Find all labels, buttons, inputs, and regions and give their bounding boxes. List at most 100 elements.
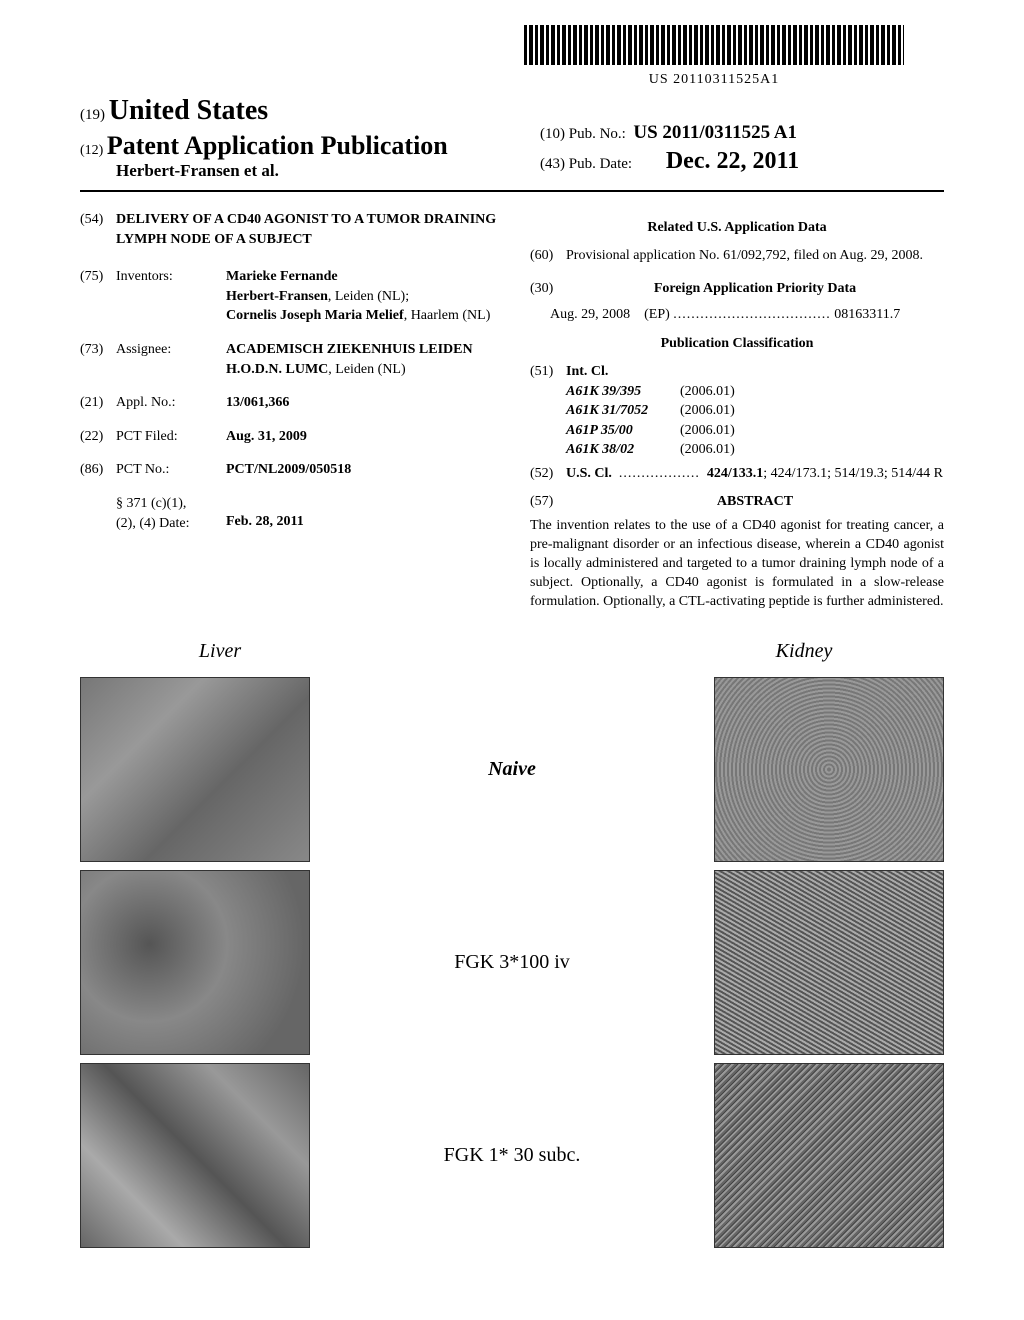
intcl-date: (2006.01)	[680, 440, 735, 460]
foreign-heading: Foreign Application Priority Data	[566, 279, 944, 299]
intcl-row: A61P 35/00(2006.01)	[530, 421, 944, 441]
provisional-text: Provisional application No. 61/092,792, …	[566, 246, 944, 266]
inventor-3-loc: , Haarlem (NL)	[404, 308, 491, 323]
intcl-row: A61K 38/02(2006.01)	[530, 440, 944, 460]
col-header-kidney: Kidney	[664, 640, 944, 663]
s371-label-1: § 371 (c)(1),	[116, 496, 186, 511]
s371-label: § 371 (c)(1), (2), (4) Date:	[116, 494, 226, 533]
row-label-fgk1: FGK 1* 30 subc.	[310, 1144, 714, 1167]
pct-no-num: (86)	[80, 460, 116, 480]
s371-blank	[80, 494, 116, 533]
pub-no-prefix: (10)	[540, 126, 565, 142]
barcode-graphic	[524, 25, 904, 65]
header-divider	[80, 190, 944, 192]
intcl-header-row: (51) Int. Cl.	[530, 362, 944, 382]
inventor-2: Herbert-Fransen	[226, 289, 328, 304]
uscl-num: (52)	[530, 464, 566, 484]
pct-no-value: PCT/NL2009/050518	[226, 460, 500, 480]
foreign-data-row: Aug. 29, 2008 (EP) .....................…	[550, 305, 944, 325]
pub-no-line: (10) Pub. No.: US 2011/0311525 A1	[540, 122, 944, 144]
uscl-dots: ..................	[619, 466, 700, 481]
pct-filed-row: (22) PCT Filed: Aug. 31, 2009	[80, 427, 500, 447]
appl-value: 13/061,366	[226, 393, 500, 413]
assignee-num: (73)	[80, 340, 116, 379]
country-prefix: (19)	[80, 107, 105, 123]
intcl-date: (2006.01)	[680, 421, 735, 441]
inventors-num: (75)	[80, 267, 116, 326]
inventor-2-loc: , Leiden (NL);	[328, 289, 409, 304]
assignee-loc: , Leiden (NL)	[328, 362, 405, 377]
foreign-heading-row: (30) Foreign Application Priority Data	[530, 279, 944, 299]
abstract-heading-row: (57) ABSTRACT	[530, 492, 944, 512]
intcl-label: Int. Cl.	[566, 362, 608, 382]
foreign-num: (30)	[530, 279, 566, 299]
assignee-label: Assignee:	[116, 340, 226, 379]
title-num: (54)	[80, 210, 116, 249]
uscl-label: U.S. Cl.	[566, 466, 612, 481]
pub-date-line: (43) Pub. Date: Dec. 22, 2011	[540, 148, 944, 175]
figure-row-naive: Naive	[80, 677, 944, 862]
left-column: (54) DELIVERY OF A CD40 AGONIST TO A TUM…	[80, 210, 500, 547]
pub-type: Patent Application Publication	[107, 131, 448, 160]
inventor-3: Cornelis Joseph Maria Melief	[226, 308, 404, 323]
pub-date-label: Pub. Date:	[569, 156, 632, 172]
uscl-bold: 424/133.1	[707, 466, 763, 481]
related-heading: Related U.S. Application Data	[530, 218, 944, 238]
tissue-image-kidney-fgk3	[714, 870, 944, 1055]
intcl-code: A61K 38/02	[530, 440, 680, 460]
foreign-dots: ...................................	[673, 305, 831, 325]
pct-filed-value: Aug. 31, 2009	[226, 427, 500, 447]
uscl-row: (52) U.S. Cl. .................. 424/133…	[530, 464, 944, 484]
tissue-image-kidney-fgk1	[714, 1063, 944, 1248]
pct-no-label: PCT No.:	[116, 460, 226, 480]
foreign-country: (EP)	[644, 305, 670, 325]
figure-column-headers: Liver Kidney	[80, 640, 944, 663]
right-column: Related U.S. Application Data (60) Provi…	[530, 210, 944, 612]
intcl-row: A61K 39/395(2006.01)	[530, 382, 944, 402]
pubclass-heading: Publication Classification	[530, 334, 944, 354]
intcl-date: (2006.01)	[680, 401, 735, 421]
row-label-naive: Naive	[310, 758, 714, 781]
intcl-code: A61P 35/00	[530, 421, 680, 441]
barcode-number: US 20110311525A1	[524, 72, 904, 88]
intcl-row: A61K 31/7052(2006.01)	[530, 401, 944, 421]
assignee-row: (73) Assignee: ACADEMISCH ZIEKENHUIS LEI…	[80, 340, 500, 379]
pub-date-prefix: (43)	[540, 156, 565, 172]
abstract-text: The invention relates to the use of a CD…	[530, 517, 944, 611]
pub-type-prefix: (12)	[80, 143, 103, 158]
inventor-1: Marieke Fernande	[226, 269, 338, 284]
uscl-rest: ; 424/173.1; 514/19.3; 514/44 R	[763, 466, 943, 481]
appl-num: (21)	[80, 393, 116, 413]
row-label-fgk3: FGK 3*100 iv	[310, 951, 714, 974]
foreign-app: 08163311.7	[834, 305, 900, 325]
intcl-list: A61K 39/395(2006.01)A61K 31/7052(2006.01…	[530, 382, 944, 460]
right-header: (10) Pub. No.: US 2011/0311525 A1 (43) P…	[540, 122, 944, 175]
appl-label: Appl. No.:	[116, 393, 226, 413]
tissue-image-kidney-naive	[714, 677, 944, 862]
inventors-label: Inventors:	[116, 267, 226, 326]
appl-row: (21) Appl. No.: 13/061,366	[80, 393, 500, 413]
pub-date-value: Dec. 22, 2011	[666, 148, 799, 174]
figure-row-fgk3: FGK 3*100 iv	[80, 870, 944, 1055]
s371-row: § 371 (c)(1), (2), (4) Date: Feb. 28, 20…	[80, 494, 500, 533]
uscl-content: U.S. Cl. .................. 424/133.1; 4…	[566, 464, 943, 484]
figure-row-fgk1: FGK 1* 30 subc.	[80, 1063, 944, 1248]
foreign-date: Aug. 29, 2008	[550, 305, 630, 325]
barcode-block: US 20110311525A1	[524, 25, 904, 88]
inventors-value: Marieke Fernande Herbert-Fransen, Leiden…	[226, 267, 500, 326]
tissue-image-liver-fgk1	[80, 1063, 310, 1248]
intcl-code: A61K 31/7052	[530, 401, 680, 421]
tissue-image-liver-fgk3	[80, 870, 310, 1055]
s371-value: Feb. 28, 2011	[226, 494, 500, 533]
provisional-row: (60) Provisional application No. 61/092,…	[530, 246, 944, 266]
pub-no-value: US 2011/0311525 A1	[633, 122, 797, 143]
inventors-row: (75) Inventors: Marieke Fernande Herbert…	[80, 267, 500, 326]
intcl-code: A61K 39/395	[530, 382, 680, 402]
assignee-value: ACADEMISCH ZIEKENHUIS LEIDEN H.O.D.N. LU…	[226, 340, 500, 379]
country-name: United States	[109, 95, 268, 126]
abstract-heading: ABSTRACT	[566, 492, 944, 512]
intcl-date: (2006.01)	[680, 382, 735, 402]
tissue-image-liver-naive	[80, 677, 310, 862]
pct-filed-num: (22)	[80, 427, 116, 447]
pct-no-row: (86) PCT No.: PCT/NL2009/050518	[80, 460, 500, 480]
